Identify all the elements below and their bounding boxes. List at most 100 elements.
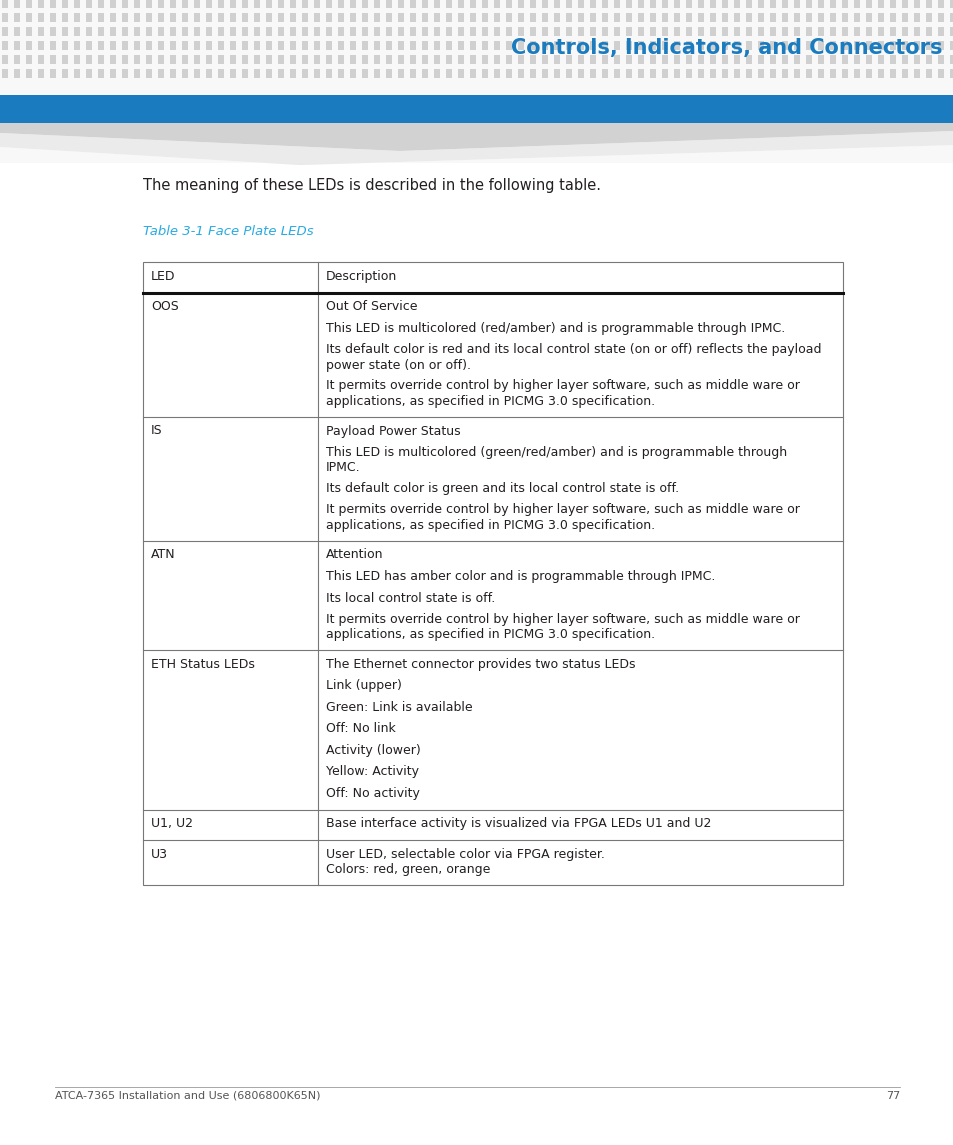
Bar <box>793 55 800 64</box>
Bar <box>26 69 32 78</box>
Bar <box>829 41 835 50</box>
Bar <box>182 13 188 22</box>
Bar <box>601 27 607 35</box>
Bar <box>481 0 488 8</box>
Bar <box>589 13 596 22</box>
Bar <box>589 55 596 64</box>
Bar <box>143 262 842 885</box>
Bar <box>758 27 763 35</box>
Bar <box>817 0 823 8</box>
Bar <box>434 41 439 50</box>
Bar <box>853 69 859 78</box>
Bar <box>434 55 439 64</box>
Bar <box>386 13 392 22</box>
Bar <box>14 69 20 78</box>
Bar <box>853 13 859 22</box>
Bar <box>62 13 68 22</box>
Bar <box>673 41 679 50</box>
Bar <box>625 55 631 64</box>
Bar <box>554 41 559 50</box>
Bar <box>625 27 631 35</box>
Bar <box>889 69 895 78</box>
Bar <box>266 55 272 64</box>
Bar <box>913 0 919 8</box>
Text: U3: U3 <box>151 848 168 861</box>
Bar <box>86 0 91 8</box>
Bar <box>805 27 811 35</box>
Bar <box>206 13 212 22</box>
Bar <box>98 41 104 50</box>
Bar <box>38 27 44 35</box>
Bar <box>541 27 547 35</box>
Text: Yellow: Activity: Yellow: Activity <box>326 766 418 779</box>
Bar <box>673 55 679 64</box>
Bar <box>62 41 68 50</box>
Bar <box>481 69 488 78</box>
Bar <box>146 55 152 64</box>
Text: Activity (lower): Activity (lower) <box>326 744 420 757</box>
Bar <box>494 27 499 35</box>
Bar <box>614 13 619 22</box>
Bar <box>361 0 368 8</box>
Bar <box>361 27 368 35</box>
Bar <box>517 27 523 35</box>
Bar <box>889 41 895 50</box>
Bar <box>565 55 572 64</box>
Bar <box>133 27 140 35</box>
Bar <box>494 55 499 64</box>
Bar <box>410 13 416 22</box>
Bar <box>170 69 175 78</box>
Text: ATCA-7365 Installation and Use (6806800K65N): ATCA-7365 Installation and Use (6806800K… <box>55 1091 320 1101</box>
Bar <box>133 0 140 8</box>
Bar <box>625 69 631 78</box>
Bar <box>253 41 260 50</box>
Bar <box>193 55 200 64</box>
Bar <box>26 0 32 8</box>
Bar <box>913 55 919 64</box>
Bar <box>781 41 787 50</box>
Bar <box>614 27 619 35</box>
Text: Link (upper): Link (upper) <box>326 679 401 693</box>
Bar <box>901 55 907 64</box>
Bar <box>937 27 943 35</box>
Bar <box>805 13 811 22</box>
Bar <box>361 13 368 22</box>
Text: This LED is multicolored (red/amber) and is programmable through IPMC.: This LED is multicolored (red/amber) and… <box>326 322 784 335</box>
Bar <box>314 41 319 50</box>
Bar <box>146 69 152 78</box>
Bar <box>709 27 716 35</box>
Bar <box>314 69 319 78</box>
Bar <box>554 27 559 35</box>
Bar <box>337 27 344 35</box>
Bar <box>14 55 20 64</box>
Bar <box>314 0 319 8</box>
Bar <box>565 13 572 22</box>
Bar <box>446 55 452 64</box>
Bar <box>337 0 344 8</box>
Bar <box>481 41 488 50</box>
Bar <box>146 0 152 8</box>
Bar <box>230 0 235 8</box>
Bar <box>745 41 751 50</box>
Bar <box>589 27 596 35</box>
Bar <box>769 0 775 8</box>
Bar <box>253 55 260 64</box>
Bar <box>50 55 56 64</box>
Bar <box>709 55 716 64</box>
Bar <box>649 55 656 64</box>
Bar <box>230 55 235 64</box>
Bar <box>698 0 703 8</box>
Bar <box>74 27 80 35</box>
Bar <box>266 27 272 35</box>
Bar <box>314 27 319 35</box>
Bar <box>925 27 931 35</box>
Bar <box>290 55 295 64</box>
Bar <box>218 0 224 8</box>
Bar <box>913 69 919 78</box>
Bar <box>937 69 943 78</box>
Bar <box>446 0 452 8</box>
Bar <box>410 27 416 35</box>
Text: 77: 77 <box>884 1091 899 1101</box>
Bar <box>877 27 883 35</box>
Bar <box>745 69 751 78</box>
